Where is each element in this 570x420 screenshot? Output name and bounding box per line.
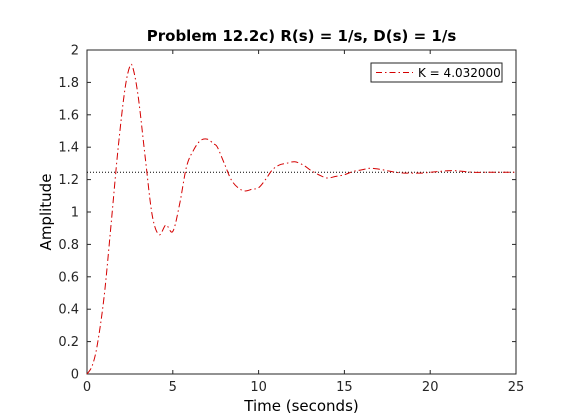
y-tick-label: 1.6 (58, 108, 79, 123)
legend-box (370, 62, 503, 83)
y-tick-label: 1.2 (58, 173, 79, 188)
x-tick-label: 25 (508, 380, 525, 395)
plot-area (86, 49, 517, 375)
series-line (86, 63, 516, 375)
x-tick-label: 10 (250, 380, 267, 395)
y-tick-label: 1 (71, 206, 79, 221)
legend-entry-label: K = 4.032000 (418, 66, 501, 80)
chart-title: Problem 12.2c) R(s) = 1/s, D(s) = 1/s (147, 27, 457, 45)
y-tick-label: 0.4 (58, 303, 79, 318)
x-tick-label: 20 (422, 380, 439, 395)
ticks-layer: 0 5 10 15 20 25 0 0.2 0.4 0.6 0.8 1 1.2 1.4 1.6 1.8 2 (58, 44, 524, 396)
legend: K = 4.032000 (370, 62, 503, 83)
x-tick-label: 5 (169, 380, 177, 395)
y-tick-label: 1.4 (58, 141, 79, 156)
x-tick-label: 15 (336, 380, 353, 395)
y-axis-label: Amplitude (37, 174, 55, 251)
y-tick-label: 0.6 (58, 270, 79, 285)
series-layer (86, 63, 516, 375)
y-tick-label: 0.2 (58, 335, 79, 350)
y-tick-label: 2 (71, 44, 79, 59)
x-axis-label: Time (seconds) (243, 397, 359, 415)
y-tick-label: 0 (71, 368, 79, 383)
x-tick-label: 0 (83, 380, 91, 395)
y-tick-label: 0.8 (58, 238, 79, 253)
y-tick-label: 1.8 (58, 76, 79, 91)
